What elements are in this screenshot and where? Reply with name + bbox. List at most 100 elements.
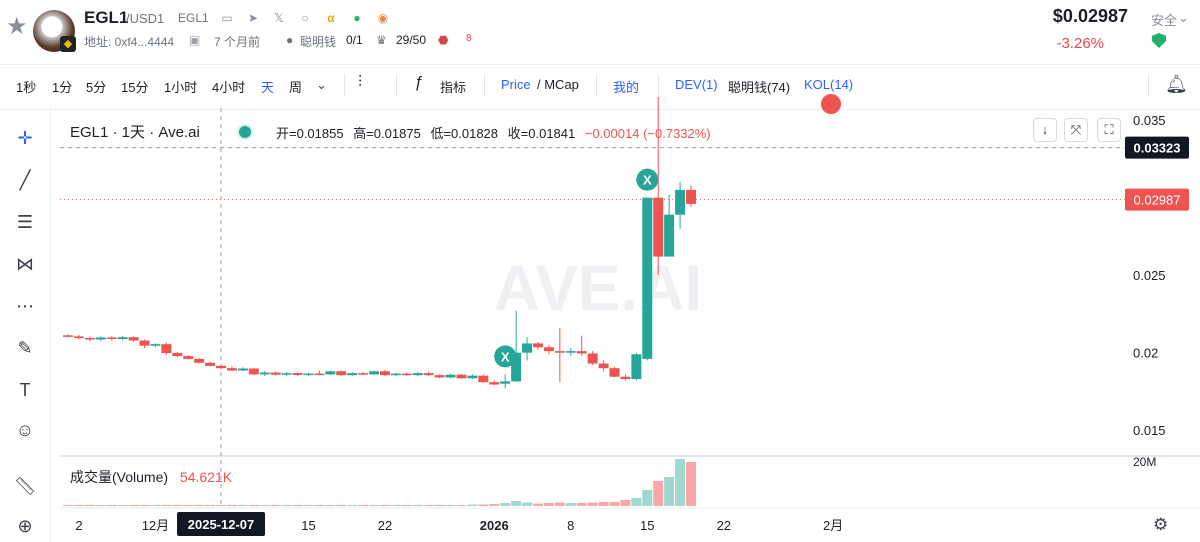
copy-icon[interactable]: ▣	[189, 33, 201, 47]
candle-body	[609, 368, 620, 377]
interval-6-button[interactable]: 天	[261, 80, 275, 95]
candle-body	[161, 344, 172, 353]
volume-bar	[369, 505, 380, 506]
kol-button[interactable]: KOL(14)	[804, 77, 854, 92]
candle-body	[379, 371, 390, 376]
trend-line-icon[interactable]: ╱	[19, 170, 31, 190]
volume-bar	[226, 505, 237, 506]
crosshair-icon[interactable]: ✛	[17, 128, 33, 148]
candle-body	[139, 340, 150, 346]
ohlc-open: 开=0.01855	[276, 126, 344, 141]
candle-body	[314, 373, 325, 376]
emoji-icon[interactable]: ☺	[15, 420, 35, 440]
volume-bar	[522, 502, 533, 506]
ohlc-low: 低=0.01828	[430, 126, 499, 141]
volume-bar	[631, 498, 642, 506]
zoom-icon[interactable]: ⊕	[17, 516, 33, 536]
warning-count: 8	[466, 33, 472, 44]
volume-bar	[379, 505, 390, 506]
toolbar-divider	[658, 74, 659, 96]
x-tick-label: 12月	[142, 518, 169, 533]
favorite-star-icon[interactable]: ★	[6, 13, 28, 40]
mcap-toggle[interactable]: / MCap	[537, 77, 579, 92]
volume-bar	[84, 505, 95, 506]
telegram-icon[interactable]: ➤	[247, 11, 259, 25]
volume-bar	[401, 505, 412, 506]
collapse-icon[interactable]: ⤧	[1064, 118, 1088, 142]
candle-body	[664, 214, 675, 257]
interval-7-button[interactable]: 周	[289, 80, 303, 95]
ruler-icon[interactable]: 📏︎	[13, 476, 37, 496]
scroll-down-icon[interactable]: ↓	[1033, 118, 1057, 142]
settings-gear-icon[interactable]: ⚙	[1153, 515, 1169, 534]
interval-2-button[interactable]: 5分	[86, 80, 107, 95]
candle-body	[259, 372, 270, 375]
candle-body	[369, 371, 380, 375]
chevron-down-icon[interactable]: ⌄	[1178, 10, 1189, 25]
alpha-icon[interactable]: α	[327, 11, 335, 25]
last-price-label: 0.02987	[1134, 193, 1181, 208]
interval-3-button[interactable]: 15分	[121, 80, 149, 95]
interval-dropdown-icon[interactable]: ⌄	[316, 77, 327, 92]
text-tool-icon[interactable]: T	[19, 380, 31, 400]
ohlc-high: 高=0.01875	[353, 126, 421, 141]
volume-bar	[412, 505, 423, 506]
fullscreen-icon[interactable]: ⛶	[1097, 118, 1121, 142]
brush-icon[interactable]: ✎	[17, 338, 33, 358]
token-age: 7 个月前	[214, 35, 261, 49]
candle-body	[686, 189, 697, 204]
interval-1-button[interactable]: 1分	[52, 80, 73, 95]
interval-0-button[interactable]: 1秒	[16, 80, 37, 95]
volume-bar	[565, 503, 576, 506]
x-marker-circle	[494, 345, 517, 368]
volume-bar	[576, 503, 587, 506]
price-toggle[interactable]: Price	[501, 77, 531, 92]
website-icon[interactable]: ▭	[221, 11, 233, 25]
indicator-fx-icon[interactable]: ƒ	[414, 74, 423, 91]
chart-toolbar	[0, 64, 1200, 110]
indicators-button[interactable]: 指标	[440, 80, 467, 95]
candle-body	[500, 381, 511, 384]
x-icon[interactable]: 𝕏	[274, 11, 284, 25]
volume-bar	[609, 502, 620, 506]
live-status-dot	[237, 124, 253, 140]
volume-bar	[216, 505, 227, 506]
shield-icon	[1152, 33, 1166, 48]
volume-bar	[489, 504, 500, 506]
volume-bar	[347, 505, 358, 506]
candle-type-icon[interactable]: ⫶	[358, 74, 363, 91]
volume-bar	[95, 505, 106, 506]
volume-bar	[390, 505, 401, 506]
my-trades-button[interactable]: 我的	[613, 80, 640, 95]
volume-bar	[183, 505, 194, 506]
interval-4-button[interactable]: 1小时	[164, 80, 198, 95]
alert-bell-icon[interactable]: 🔔︎	[1165, 74, 1188, 94]
projection-icon[interactable]: ⋯	[16, 296, 34, 316]
volume-bar	[336, 505, 347, 506]
launch-icon[interactable]: ●	[353, 11, 361, 25]
volume-bar	[73, 505, 84, 506]
interval-5-button[interactable]: 4小时	[212, 80, 246, 95]
candle-body	[445, 374, 456, 378]
candle-body	[237, 368, 248, 371]
y-tick-label: 0.015	[1133, 423, 1166, 438]
volume-bar	[511, 501, 522, 506]
y-tick-label: 0.025	[1133, 268, 1166, 283]
coins-icon[interactable]: ◉	[377, 11, 389, 25]
candle-body	[587, 353, 598, 364]
pattern-icon[interactable]: ⋈	[16, 254, 34, 274]
candle-body	[642, 197, 653, 359]
x-tick-label: 8	[567, 518, 574, 533]
candle-body	[489, 382, 500, 385]
smart-money-button[interactable]: 聪明钱(74)	[728, 80, 791, 95]
search-icon[interactable]: ○	[301, 11, 309, 25]
volume-bar	[532, 503, 543, 506]
volume-bar	[150, 505, 161, 506]
x-tick-label: 2月	[823, 518, 843, 533]
candle-body	[598, 363, 609, 369]
fib-lines-icon[interactable]: ☰	[16, 212, 34, 232]
candle-body	[434, 375, 445, 378]
dev-button[interactable]: DEV(1)	[675, 77, 718, 92]
toolbar-divider	[344, 74, 345, 96]
